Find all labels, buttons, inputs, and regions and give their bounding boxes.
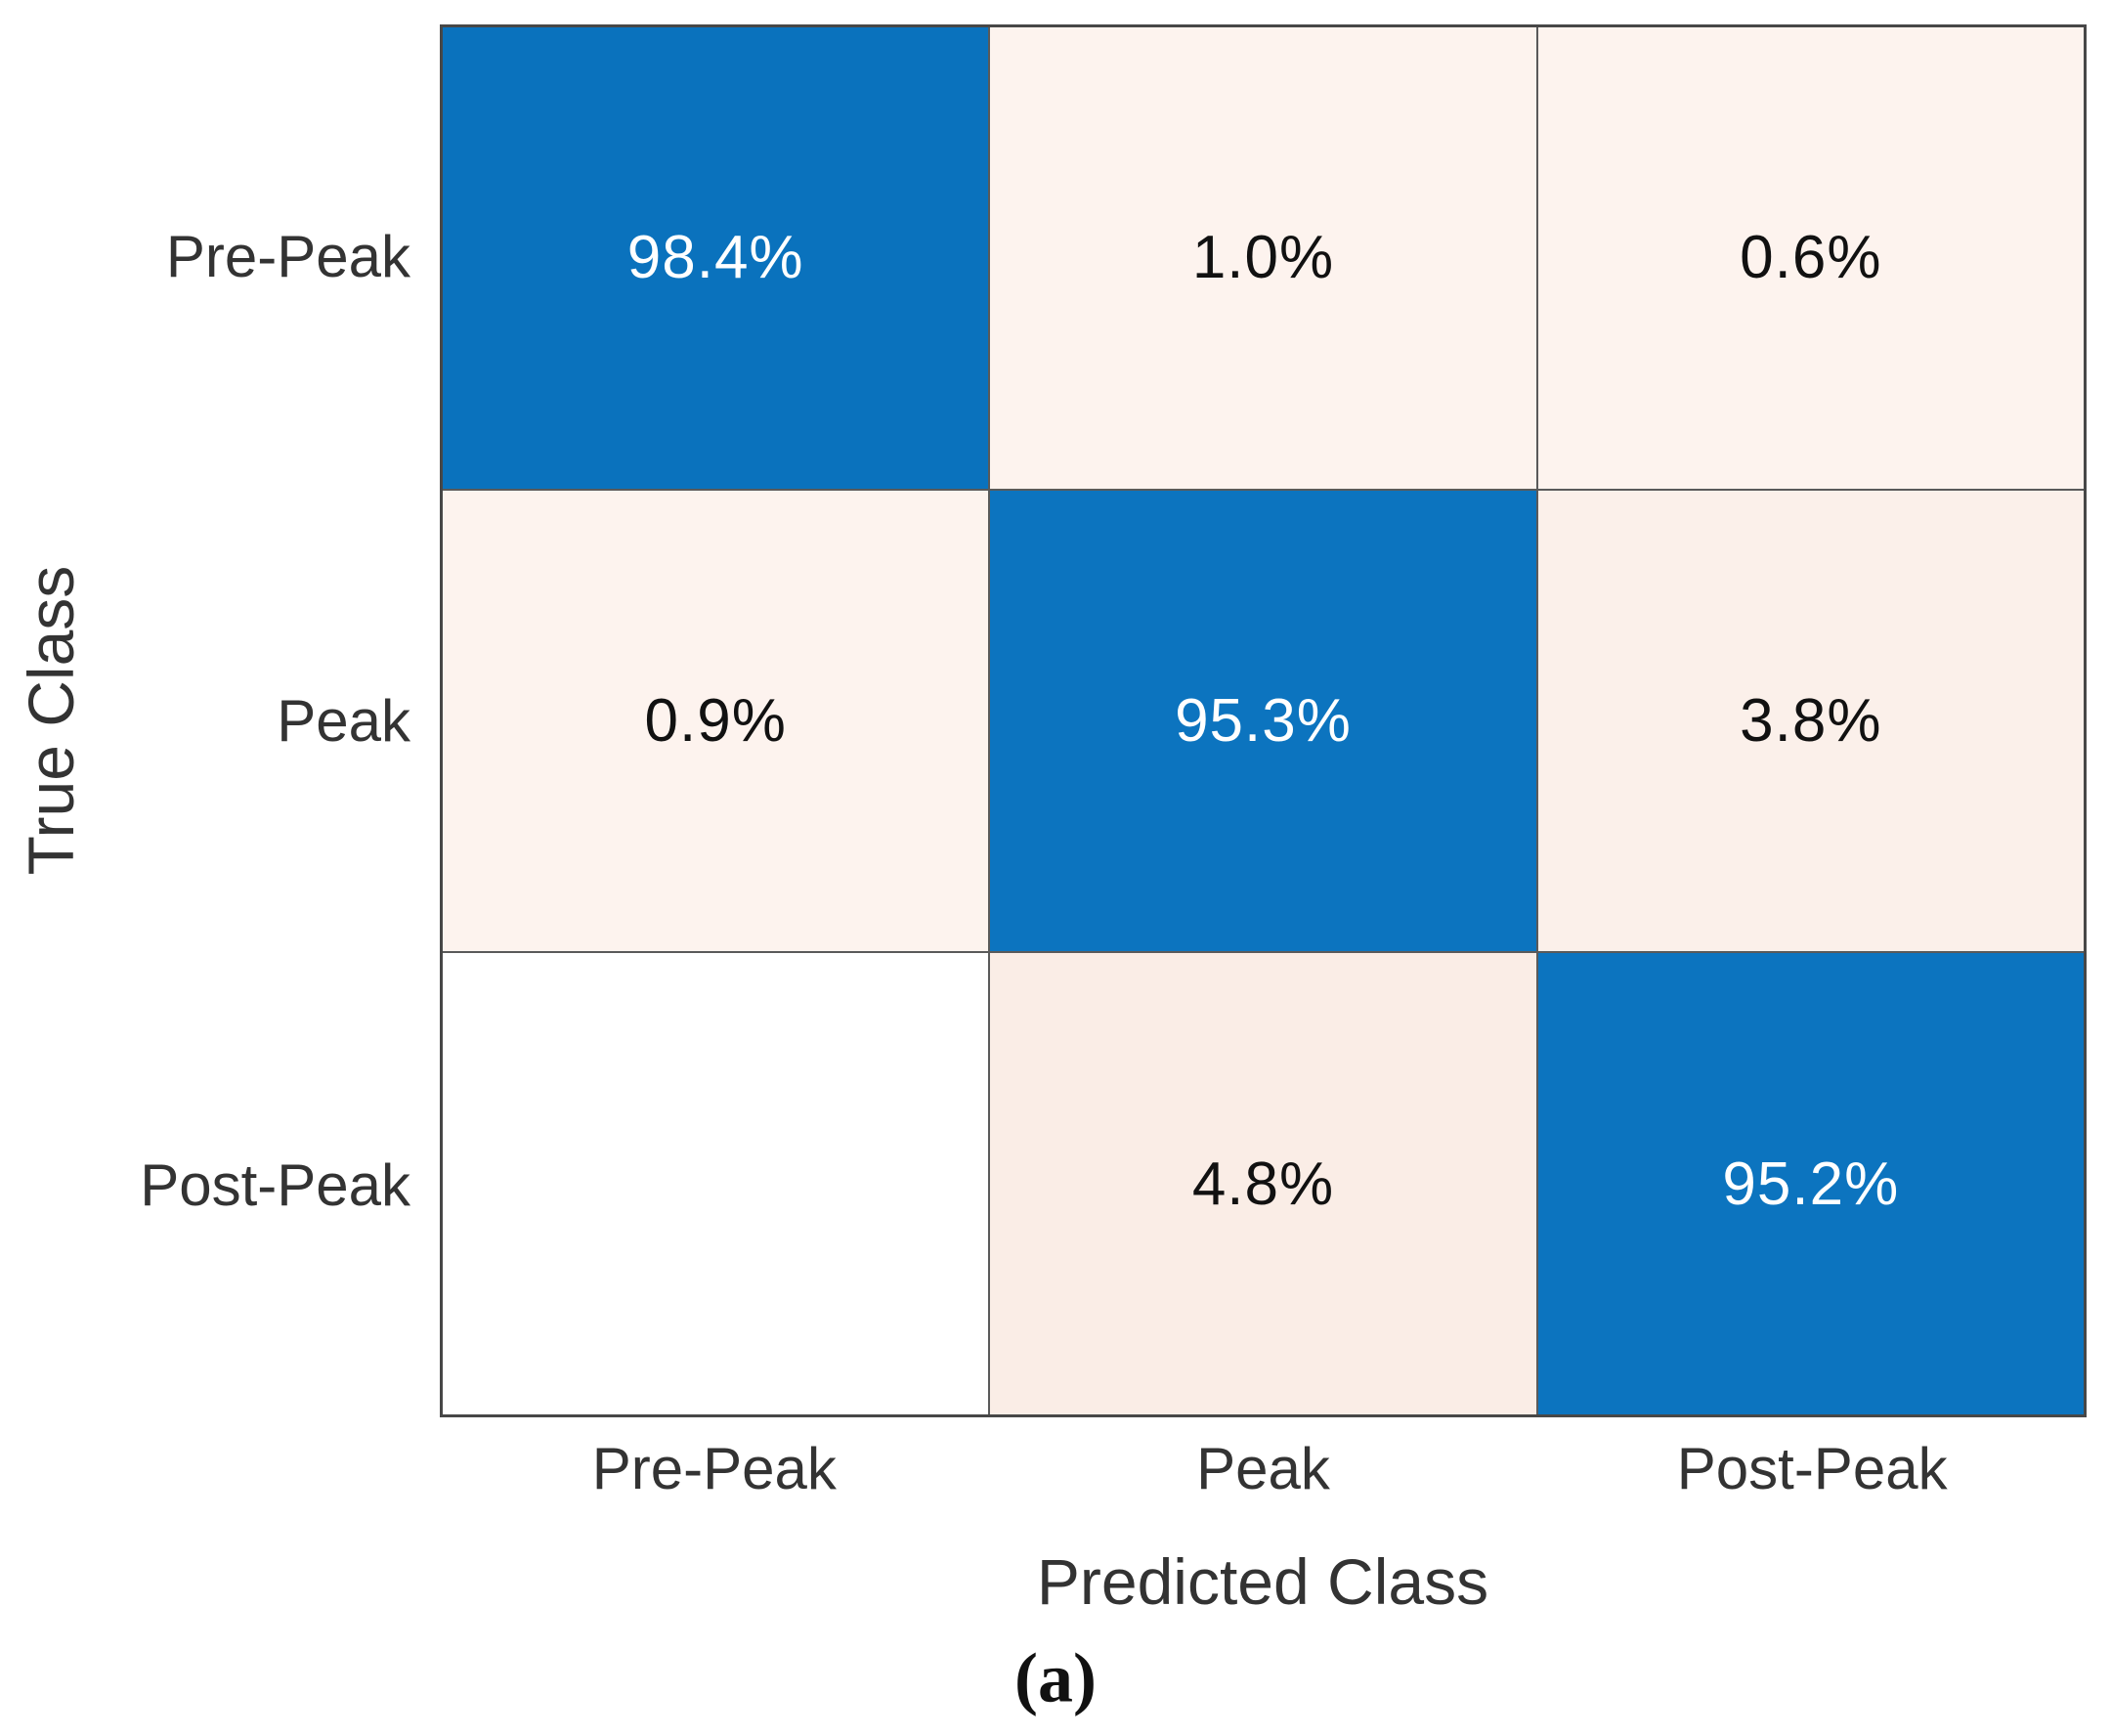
confusion-matrix-grid: 98.4% 1.0% 0.6% 0.9% 95.3% 3.8% 4.8% 95.…: [440, 24, 2087, 1417]
x-axis-label: Predicted Class: [1036, 1545, 1489, 1618]
matrix-cell-r1c0: 0.9%: [443, 490, 989, 952]
matrix-cell-r1c2: 3.8%: [1537, 490, 2084, 952]
matrix-cell-r0c0: 98.4%: [443, 27, 989, 489]
x-tick-peak: Peak: [1196, 1436, 1330, 1501]
matrix-cell-r0c1: 1.0%: [990, 27, 1536, 489]
matrix-cell-r1c1: 95.3%: [990, 490, 1536, 952]
matrix-cell-r0c2: 0.6%: [1537, 27, 2084, 489]
y-tick-post-peak: Post-Peak: [140, 1152, 410, 1218]
matrix-cell-r2c2: 95.2%: [1537, 953, 2084, 1414]
x-tick-pre-peak: Pre-Peak: [591, 1436, 837, 1501]
figure-caption: (a): [1014, 1638, 1097, 1717]
x-tick-labels: Pre-Peak Peak Post-Peak: [440, 1435, 2087, 1502]
x-tick-post-peak: Post-Peak: [1676, 1436, 1948, 1501]
matrix-cell-r2c0: [443, 953, 989, 1414]
y-tick-labels: Pre-Peak Peak Post-Peak: [0, 24, 426, 1417]
y-tick-pre-peak: Pre-Peak: [165, 224, 410, 289]
matrix-cell-r2c1: 4.8%: [990, 953, 1536, 1414]
y-tick-peak: Peak: [277, 688, 410, 754]
